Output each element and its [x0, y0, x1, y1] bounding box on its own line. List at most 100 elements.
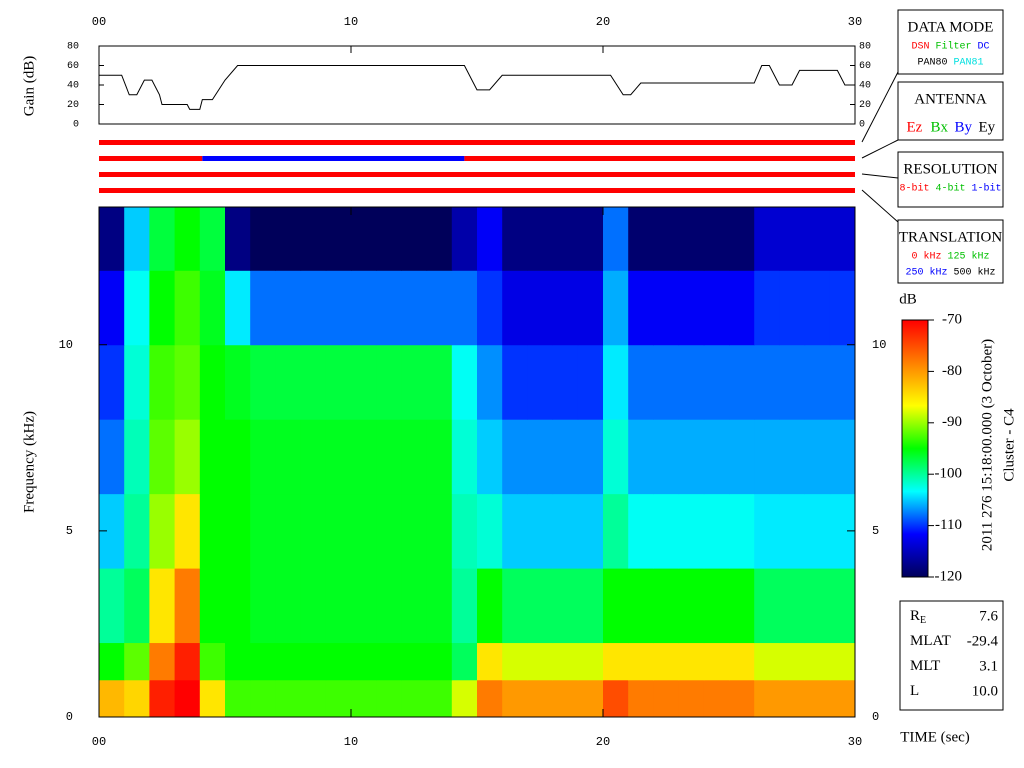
spectrogram-cell	[426, 207, 453, 271]
spectrogram-cell	[401, 679, 428, 718]
spectrogram-cell	[149, 344, 176, 420]
y-tick-label: 80	[859, 42, 871, 53]
spectrogram-cell	[451, 419, 478, 495]
legend-title: TRANSLATION	[899, 229, 1002, 245]
legend-entry: PAN81	[954, 58, 984, 69]
info-label-text: R	[910, 608, 920, 624]
spectrogram-cell	[754, 270, 780, 346]
legend-box	[897, 9, 1004, 75]
y-tick-label: 0	[73, 120, 79, 131]
spectrogram-cell	[250, 270, 276, 346]
spectrogram-cell	[250, 493, 276, 569]
spectrogram-cell	[653, 270, 680, 346]
spectrogram-cell	[829, 344, 856, 420]
legend-entry: 8-bit	[900, 183, 930, 195]
spectrogram-cell	[678, 419, 705, 495]
spectrogram-cell	[99, 344, 125, 420]
spectrogram-cell	[729, 270, 755, 346]
gain-line	[99, 65, 855, 110]
spectrogram-cell	[451, 207, 478, 271]
spectrogram-cell	[401, 207, 428, 271]
spectrogram-cell	[250, 568, 276, 644]
spectrogram-cell	[603, 207, 629, 271]
spectrogram-cell	[628, 679, 654, 718]
spectrogram-cell	[477, 493, 503, 569]
spectrogram-cell	[703, 493, 730, 569]
spectrogram-cell	[527, 679, 554, 718]
spectrogram-cell	[552, 419, 579, 495]
spectrogram-cell	[729, 568, 755, 644]
y-tick-label: 40	[67, 81, 79, 92]
colorbar-label: dB	[899, 291, 917, 307]
spectrogram-cell	[552, 679, 579, 718]
spectrogram-cell	[325, 568, 352, 644]
spectrogram-cell	[300, 568, 327, 644]
legend-entry: 4-bit	[936, 183, 966, 195]
spectrogram-cell	[779, 568, 806, 644]
spectrogram-cell	[401, 493, 428, 569]
spectrogram-cell	[628, 207, 654, 271]
spectrogram-cell	[325, 679, 352, 718]
legend-entry: DC	[978, 42, 990, 53]
legend-entry: 500 kHz	[954, 267, 996, 279]
spectrogram-cell	[351, 679, 377, 718]
spectrogram-cell	[351, 568, 377, 644]
mode-segment	[99, 140, 855, 145]
info-label-text: L	[910, 683, 919, 699]
mode-segment	[99, 172, 855, 177]
mode-segment	[464, 156, 855, 161]
spectrogram-cell	[779, 493, 806, 569]
spectrogram-cell	[628, 270, 654, 346]
y-tick-label: 20	[859, 100, 871, 111]
spectrogram-cell	[275, 344, 302, 420]
spectrogram-cell	[300, 493, 327, 569]
connector	[861, 189, 899, 223]
spectrogram-cell	[678, 568, 705, 644]
legend-title: RESOLUTION	[903, 161, 997, 177]
spectrogram-cell	[225, 207, 251, 271]
legend-entry: 1-bit	[972, 183, 1002, 195]
spectrogram-cell	[401, 568, 428, 644]
spectrogram-cell	[477, 679, 503, 718]
spectrogram-cell	[653, 568, 680, 644]
connectors	[861, 71, 899, 223]
spectrogram-cell	[275, 270, 302, 346]
spectrogram-cell	[351, 493, 377, 569]
spectrogram-cell	[99, 568, 125, 644]
spectrogram-cell	[779, 419, 806, 495]
spectrogram-cell	[99, 270, 125, 346]
info-value: -29.4	[967, 633, 999, 649]
spectrogram-cell	[174, 493, 201, 569]
spectrogram-cell	[527, 568, 554, 644]
connector	[861, 139, 899, 159]
y-tick-label: 10	[872, 338, 886, 352]
spectrogram-cell	[527, 642, 554, 681]
spectrogram-cell	[275, 679, 302, 718]
spectrogram-cell	[401, 344, 428, 420]
spectrogram-cell	[426, 419, 453, 495]
spectrogram-cell	[300, 344, 327, 420]
info-subscript: E	[920, 615, 926, 626]
spectrogram-cell	[300, 270, 327, 346]
spectrogram-cell	[703, 419, 730, 495]
spectrogram-cell	[451, 642, 478, 681]
spectrogram-cell	[451, 493, 478, 569]
connector	[861, 71, 899, 143]
spectrogram-cell	[250, 419, 276, 495]
spectrogram-cell	[376, 419, 402, 495]
spectrogram-cell	[325, 493, 352, 569]
spectrogram-cell	[351, 270, 377, 346]
spectrogram-cell	[628, 419, 654, 495]
spectrogram-cell	[703, 679, 730, 718]
colorbar-tick-label: -80	[942, 363, 962, 379]
spectrogram-cell	[225, 679, 251, 718]
spectrogram-cell	[149, 207, 176, 271]
spectrogram-cell	[199, 270, 226, 346]
spectrogram-cell	[829, 270, 856, 346]
spectrogram-cell	[124, 568, 150, 644]
spectrogram-cell	[451, 679, 478, 718]
y-tick-label: 5	[66, 524, 73, 538]
spectrogram-cell	[174, 642, 201, 681]
spectrogram-cell	[829, 679, 856, 718]
info-value: 7.6	[979, 608, 998, 624]
